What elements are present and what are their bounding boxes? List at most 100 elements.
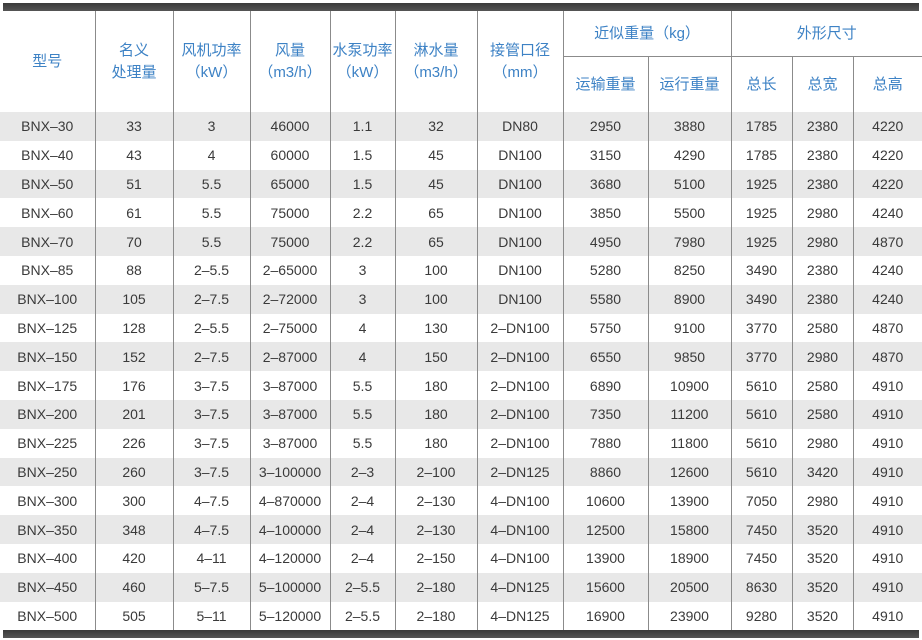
cell-fan-power: 5.5	[172, 198, 250, 228]
cell-spray-water: 130	[394, 313, 477, 343]
cell-model: BNX–225	[0, 428, 95, 458]
cell-operating-weight: 5500	[647, 198, 731, 228]
cell-pipe-diameter: 4–DN125	[476, 601, 563, 631]
cell-nominal-capacity: 348	[94, 515, 173, 544]
cell-total-width: 3520	[791, 572, 853, 602]
cell-model: BNX–100	[0, 284, 95, 314]
cell-fan-power: 2–7.5	[172, 342, 250, 372]
cell-air-volume: 2–65000	[249, 255, 330, 285]
cell-total-height: 4240	[852, 198, 922, 228]
header-dimensions-group: 外形尺寸	[730, 11, 922, 57]
cell-total-width: 2380	[791, 284, 853, 314]
cell-operating-weight: 12600	[647, 457, 731, 487]
cell-spray-water: 180	[394, 428, 477, 458]
cell-pump-power: 3	[329, 255, 395, 285]
header-model: 型号	[0, 11, 95, 112]
header-nominal-capacity: 名义 处理量	[94, 11, 173, 112]
cell-air-volume: 5–120000	[249, 601, 330, 631]
cell-total-width: 2980	[791, 428, 853, 458]
cell-pipe-diameter: 2–DN100	[476, 428, 563, 458]
cell-total-height: 4910	[852, 601, 922, 631]
cell-pump-power: 2.2	[329, 227, 395, 256]
cell-spray-water: 2–150	[394, 543, 477, 573]
cell-spray-water: 100	[394, 255, 477, 285]
cell-total-height: 4910	[852, 572, 922, 602]
cell-pump-power: 2–4	[329, 486, 395, 516]
cell-air-volume: 3–87000	[249, 399, 330, 429]
cell-transport-weight: 2950	[562, 112, 648, 141]
cell-transport-weight: 5280	[562, 255, 648, 285]
table-body: BNX–30 33 3 46000 1.1 32 DN80 2950 3880 1785 2380 4…	[0, 112, 922, 631]
cell-fan-power: 5–7.5	[172, 572, 250, 602]
cell-model: BNX–70	[0, 227, 95, 256]
cell-air-volume: 75000	[249, 198, 330, 228]
cell-total-length: 5610	[730, 428, 792, 458]
cell-pump-power: 4	[329, 313, 395, 343]
cell-pump-power: 5.5	[329, 428, 395, 458]
cell-pipe-diameter: 2–DN100	[476, 313, 563, 343]
cell-total-height: 4220	[852, 169, 922, 199]
cell-total-width: 3520	[791, 543, 853, 573]
cell-total-width: 2580	[791, 399, 853, 429]
header-total-width: 总宽	[791, 56, 853, 112]
cell-operating-weight: 7980	[647, 227, 731, 256]
table-row: BNX–200 201 3–7.5 3–87000 5.5 180 2–DN100 7350 1…	[0, 399, 922, 429]
cell-total-height: 4910	[852, 371, 922, 400]
cell-operating-weight: 10900	[647, 371, 731, 400]
cell-nominal-capacity: 128	[94, 313, 173, 343]
cell-pipe-diameter: 2–DN125	[476, 457, 563, 487]
header-total-length: 总长	[730, 56, 792, 112]
cell-air-volume: 65000	[249, 169, 330, 199]
table-row: BNX–300 300 4–7.5 4–870000 2–4 2–130 4–DN100 10…	[0, 486, 922, 516]
cell-pipe-diameter: DN80	[476, 112, 563, 141]
cell-transport-weight: 5750	[562, 313, 648, 343]
cell-total-width: 2380	[791, 140, 853, 170]
cell-transport-weight: 10600	[562, 486, 648, 516]
cell-nominal-capacity: 152	[94, 342, 173, 372]
cell-pipe-diameter: DN100	[476, 140, 563, 170]
cell-model: BNX–60	[0, 198, 95, 228]
cell-spray-water: 65	[394, 227, 477, 256]
cell-air-volume: 5–100000	[249, 572, 330, 602]
cell-spray-water: 32	[394, 112, 477, 141]
cell-operating-weight: 11200	[647, 399, 731, 429]
cell-total-height: 4870	[852, 313, 922, 343]
cell-operating-weight: 5100	[647, 169, 731, 199]
header-total-height: 总高	[852, 56, 922, 112]
cell-operating-weight: 8900	[647, 284, 731, 314]
cell-air-volume: 3–100000	[249, 457, 330, 487]
cell-operating-weight: 15800	[647, 515, 731, 544]
header-row-bottom: 运输重量 运行重量 总长 总宽 总高	[0, 56, 922, 112]
cell-pipe-diameter: DN100	[476, 198, 563, 228]
cell-nominal-capacity: 420	[94, 543, 173, 573]
cell-total-height: 4870	[852, 227, 922, 256]
cell-operating-weight: 23900	[647, 601, 731, 631]
table-header: 型号 名义 处理量 风机功率 （kW） 风量 （m3/h） 水泵功率 （kW） …	[0, 11, 922, 112]
cell-total-width: 2580	[791, 371, 853, 400]
cell-transport-weight: 15600	[562, 572, 648, 602]
cell-model: BNX–300	[0, 486, 95, 516]
cell-nominal-capacity: 88	[94, 255, 173, 285]
spec-table: 型号 名义 处理量 风机功率 （kW） 风量 （m3/h） 水泵功率 （kW） …	[0, 11, 922, 631]
header-pipe-diameter: 接管口径 （mm）	[476, 11, 563, 112]
table-row: BNX–350 348 4–7.5 4–100000 2–4 2–130 4–DN100 12…	[0, 515, 922, 544]
cell-air-volume: 4–100000	[249, 515, 330, 544]
cell-transport-weight: 8860	[562, 457, 648, 487]
cell-air-volume: 4–870000	[249, 486, 330, 516]
cell-total-length: 3490	[730, 284, 792, 314]
cell-transport-weight: 12500	[562, 515, 648, 544]
cell-total-height: 4910	[852, 486, 922, 516]
cell-model: BNX–50	[0, 169, 95, 199]
cell-model: BNX–150	[0, 342, 95, 372]
cell-fan-power: 2–7.5	[172, 284, 250, 314]
cell-total-height: 4240	[852, 255, 922, 285]
cell-total-width: 3520	[791, 601, 853, 631]
cell-total-height: 4910	[852, 457, 922, 487]
cell-total-width: 2380	[791, 169, 853, 199]
cell-total-length: 7050	[730, 486, 792, 516]
cell-total-length: 5610	[730, 457, 792, 487]
cell-pump-power: 5.5	[329, 371, 395, 400]
cell-transport-weight: 7880	[562, 428, 648, 458]
cell-model: BNX–125	[0, 313, 95, 343]
cell-pipe-diameter: 4–DN125	[476, 572, 563, 602]
